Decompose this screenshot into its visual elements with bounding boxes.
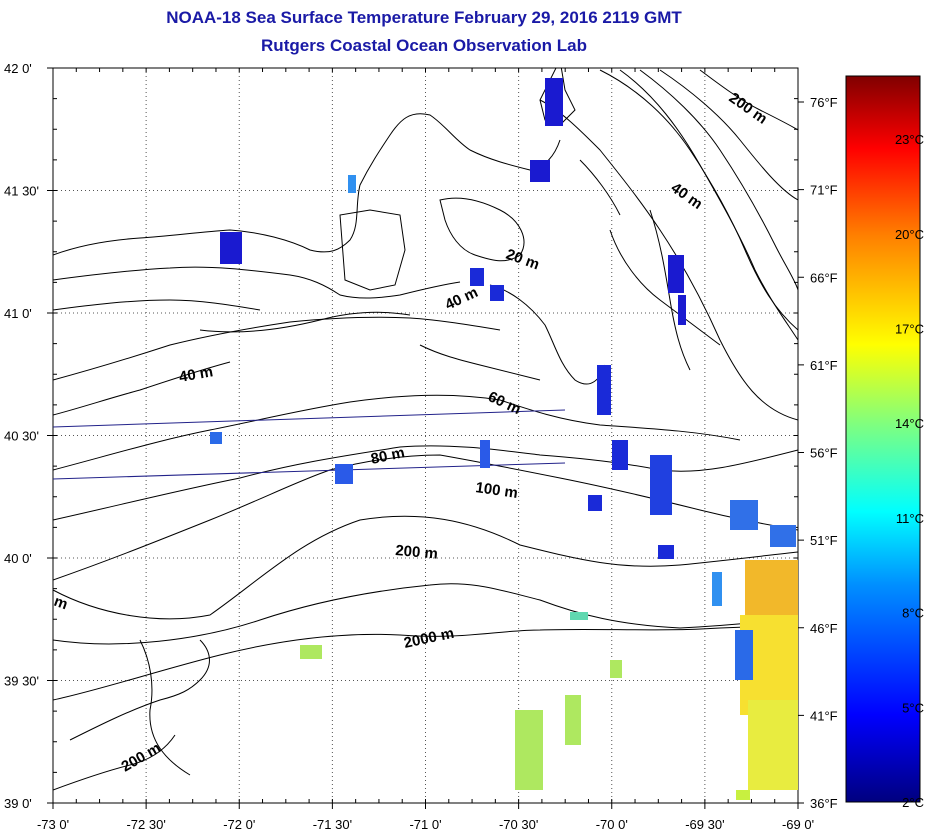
y-tick-label: 42 0' xyxy=(4,61,32,76)
swath-lines xyxy=(53,409,566,480)
colorbar-tick-label: 5°C xyxy=(902,700,924,715)
x-tick-label: -69 30' xyxy=(685,817,724,832)
depth-contour-label: 80 m xyxy=(369,444,406,468)
colorbar-tick-label: 20°C xyxy=(895,227,924,242)
map-title: NOAA-18 Sea Surface Temperature February… xyxy=(166,8,682,27)
colorbar-tick-labels: 23°C 20°C 17°C 14°C 11°C 8°C 5°C 2°C xyxy=(895,132,924,810)
depth-contours xyxy=(53,69,798,791)
colorbar-tick-label: 14°C xyxy=(895,416,924,431)
fahrenheit-tick-label: 41°F xyxy=(810,708,838,723)
x-tick-label: -72 0' xyxy=(223,817,255,832)
colorbar-tick-label: 11°C xyxy=(896,511,924,526)
map-subtitle: Rutgers Coastal Ocean Observation Lab xyxy=(261,36,587,55)
fahrenheit-tick-label: 61°F xyxy=(810,358,838,373)
fahrenheit-tick-labels: 76°F 71°F 66°F 61°F 56°F 51°F 46°F 41°F 36°F xyxy=(798,95,838,811)
y-tick-label: 41 0' xyxy=(4,306,32,321)
fahrenheit-tick-label: 46°F xyxy=(810,621,838,636)
x-tick-label: -73 0' xyxy=(37,817,69,832)
fahrenheit-tick-label: 71°F xyxy=(810,183,838,198)
fahrenheit-tick-label: 36°F xyxy=(810,796,838,811)
colorbar-tick-label: 23°C xyxy=(895,132,924,147)
y-tick-label: 39 0' xyxy=(4,796,32,811)
colorbar xyxy=(845,75,921,803)
x-tick-label: -70 0' xyxy=(596,817,628,832)
x-tick-label: -69 0' xyxy=(782,817,814,832)
x-tick-label: -71 0' xyxy=(409,817,441,832)
x-tick-label: -70 30' xyxy=(499,817,538,832)
y-tick-label: 40 0' xyxy=(4,551,32,566)
y-tick-label: 39 30' xyxy=(4,674,39,689)
y-tick-label: 41 30' xyxy=(4,184,39,199)
fahrenheit-tick-label: 51°F xyxy=(810,533,838,548)
x-tick-label: -71 30' xyxy=(313,817,352,832)
y-tick-labels: 42 0' 41 30' 41 0' 40 30' 40 0' 39 30' 39 0' xyxy=(4,61,53,811)
colorbar-tick-label: 8°C xyxy=(902,606,924,621)
depth-contour-label: m xyxy=(52,593,70,614)
x-tick-label: -72 30' xyxy=(126,817,165,832)
fahrenheit-tick-label: 56°F xyxy=(810,446,838,461)
colorbar-tick-label: 2°C xyxy=(902,795,924,810)
depth-contour-label: 40 m xyxy=(178,363,215,386)
depth-contour-label: 200 m xyxy=(395,542,439,563)
y-tick-label: 40 30' xyxy=(4,429,39,444)
sst-pixels xyxy=(210,78,798,800)
depth-contour-label: 100 m xyxy=(474,479,518,502)
fahrenheit-tick-label: 66°F xyxy=(810,270,838,285)
fahrenheit-tick-label: 76°F xyxy=(810,95,838,110)
coastline xyxy=(53,68,721,385)
colorbar-tick-label: 17°C xyxy=(895,322,924,337)
x-tick-labels: -73 0' -72 30' -72 0' -71 30' -71 0' -70 30' -… xyxy=(37,803,814,832)
